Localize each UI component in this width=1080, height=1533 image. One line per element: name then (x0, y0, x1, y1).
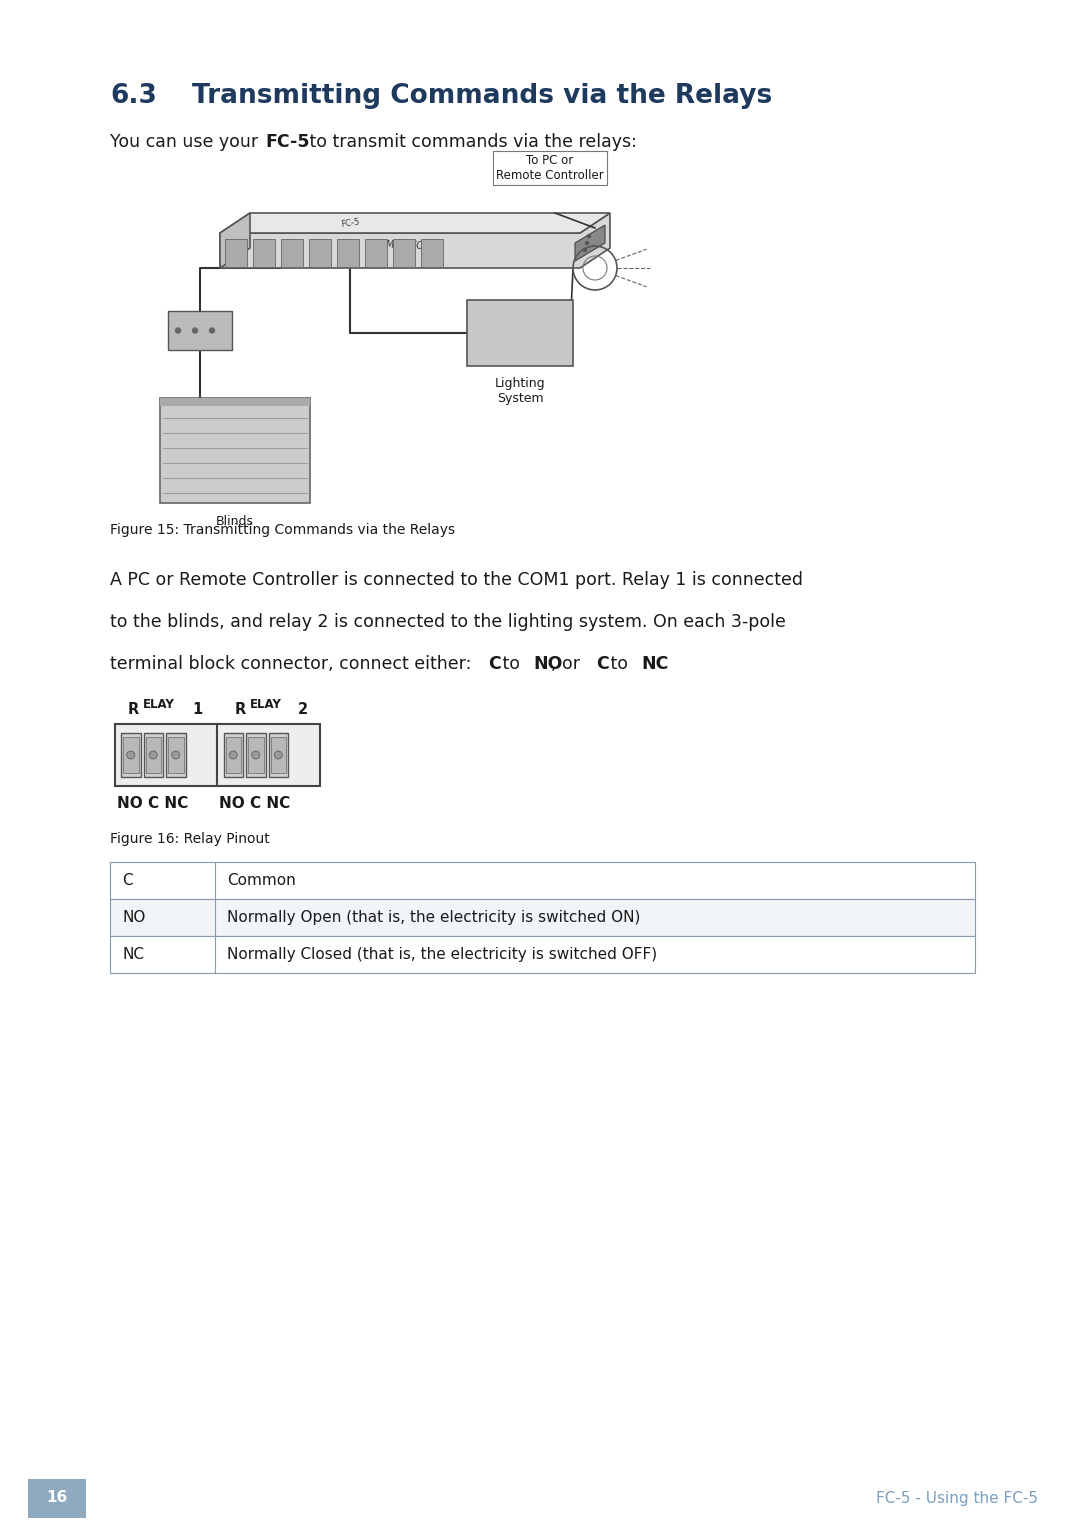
Text: Transmitting Commands via the Relays: Transmitting Commands via the Relays (192, 83, 772, 109)
Bar (160, 399, 310, 503)
FancyBboxPatch shape (168, 311, 232, 350)
Text: NC: NC (642, 655, 669, 673)
Circle shape (229, 751, 238, 759)
Polygon shape (220, 213, 610, 233)
Bar (121, 733, 140, 777)
Text: C: C (488, 655, 501, 673)
Circle shape (172, 751, 179, 759)
Circle shape (192, 328, 198, 333)
Text: Figure 16: Relay Pinout: Figure 16: Relay Pinout (110, 832, 270, 846)
Bar (337, 239, 359, 267)
Bar (166, 733, 186, 777)
Text: terminal block connector, connect either:: terminal block connector, connect either… (110, 655, 477, 673)
Bar (393, 239, 415, 267)
Text: KRAMER TOOLS: KRAMER TOOLS (366, 239, 444, 251)
Circle shape (126, 751, 135, 759)
FancyBboxPatch shape (226, 737, 241, 773)
Text: NC: NC (122, 947, 144, 963)
Text: NO C NC: NO C NC (117, 796, 188, 811)
Polygon shape (220, 213, 610, 268)
Text: FC-5 - Using the FC-5: FC-5 - Using the FC-5 (876, 1490, 1038, 1505)
Text: to: to (497, 655, 526, 673)
Text: to transmit commands via the relays:: to transmit commands via the relays: (303, 133, 636, 150)
Text: NO: NO (122, 911, 146, 924)
Bar (253, 239, 275, 267)
Polygon shape (575, 225, 605, 261)
Text: ELAY: ELAY (143, 698, 175, 711)
FancyBboxPatch shape (168, 737, 184, 773)
Text: To PC or
Remote Controller: To PC or Remote Controller (496, 153, 604, 182)
Text: NO C NC: NO C NC (219, 796, 291, 811)
FancyBboxPatch shape (123, 737, 138, 773)
Bar (110, 937, 975, 973)
Text: Common: Common (227, 872, 296, 888)
Bar (224, 733, 243, 777)
FancyBboxPatch shape (270, 737, 286, 773)
Bar (281, 239, 303, 267)
Circle shape (588, 235, 591, 238)
Text: FC-5: FC-5 (340, 218, 360, 228)
Text: You can use your: You can use your (110, 133, 264, 150)
Bar (114, 724, 320, 786)
Text: R: R (129, 702, 139, 717)
Text: NO: NO (534, 655, 563, 673)
Text: Lighting
System: Lighting System (495, 377, 545, 405)
Bar (246, 733, 266, 777)
Text: to the blinds, and relay 2 is connected to the lighting system. On each 3-pole: to the blinds, and relay 2 is connected … (110, 613, 786, 632)
Bar (160, 399, 310, 406)
Circle shape (149, 751, 158, 759)
Polygon shape (220, 213, 249, 268)
Text: 1: 1 (192, 702, 202, 717)
Text: C: C (122, 872, 133, 888)
Bar (309, 239, 330, 267)
Bar (144, 733, 163, 777)
Text: A PC or Remote Controller is connected to the COM1 port. Relay 1 is connected: A PC or Remote Controller is connected t… (110, 570, 804, 589)
Text: to: to (605, 655, 634, 673)
Bar (110, 898, 975, 937)
Text: 16: 16 (46, 1490, 68, 1505)
Text: Normally Open (that is, the electricity is switched ON): Normally Open (that is, the electricity … (227, 911, 640, 924)
Text: Figure 15: Transmitting Commands via the Relays: Figure 15: Transmitting Commands via the… (110, 523, 455, 537)
Text: FC-5: FC-5 (266, 133, 310, 150)
Text: R: R (235, 702, 246, 717)
Bar (28, 1478, 86, 1518)
Circle shape (583, 248, 586, 251)
Bar (110, 862, 975, 898)
FancyBboxPatch shape (467, 300, 573, 366)
Circle shape (274, 751, 282, 759)
Circle shape (252, 751, 260, 759)
FancyBboxPatch shape (146, 737, 161, 773)
Circle shape (585, 242, 589, 244)
Text: 2: 2 (298, 702, 308, 717)
Text: C: C (596, 655, 609, 673)
Circle shape (175, 328, 180, 333)
Text: Normally Closed (that is, the electricity is switched OFF): Normally Closed (that is, the electricit… (227, 947, 657, 963)
Bar (225, 239, 247, 267)
Text: Blinds: Blinds (216, 515, 254, 527)
Text: 6.3: 6.3 (110, 83, 157, 109)
Text: , or: , or (551, 655, 585, 673)
Bar (365, 239, 387, 267)
Circle shape (210, 328, 215, 333)
Bar (421, 239, 443, 267)
Text: ELAY: ELAY (249, 698, 282, 711)
Bar (269, 733, 288, 777)
FancyBboxPatch shape (248, 737, 264, 773)
